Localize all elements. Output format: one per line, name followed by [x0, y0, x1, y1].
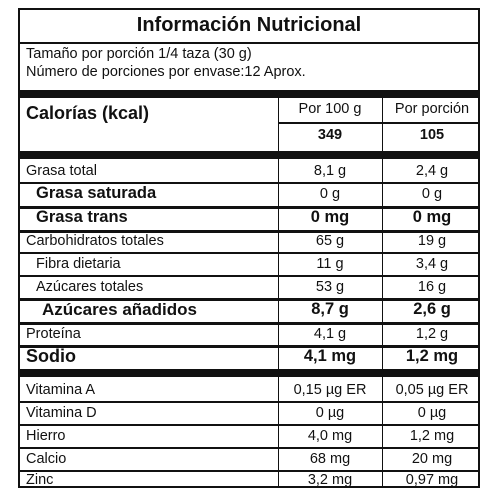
nutrient-value-per-serving: 19 g: [417, 233, 447, 249]
micronutrient-value-per-100g: 3,2 mg: [307, 472, 353, 488]
row-divider: [20, 345, 478, 348]
nutrient-value-per-serving: 2,4 g: [415, 163, 449, 179]
micronutrient-value-per-serving: 0 µg: [417, 405, 447, 421]
nutrient-value-per-serving: 3,4 g: [415, 256, 449, 272]
micronutrient-label-calcium: Calcio: [26, 451, 67, 467]
calories-per-serving: 105: [419, 127, 445, 143]
micronutrient-label-iron: Hierro: [26, 428, 66, 444]
micronutrient-value-per-100g: 68 mg: [309, 451, 351, 467]
nutrient-label-protein: Proteína: [26, 326, 81, 342]
micronutrient-value-per-serving: 0,05 µg ER: [395, 382, 469, 398]
nutrient-label-saturated-fat: Grasa saturada: [36, 184, 157, 202]
col-header-per-serving: Por porción: [394, 101, 470, 117]
row-divider: [20, 298, 478, 301]
micronutrient-label-vitamin-a: Vitamina A: [26, 382, 96, 398]
nutrient-value-per-serving: 2,6 g: [413, 300, 451, 318]
nutrient-value-per-serving: 1,2 g: [415, 326, 449, 342]
nutrient-value-per-serving: 0 g: [421, 186, 443, 202]
thick-divider: [20, 369, 478, 377]
divider: [20, 42, 478, 44]
micronutrient-value-per-serving: 1,2 mg: [409, 428, 455, 444]
micronutrient-value-per-100g: 0,15 µg ER: [293, 382, 367, 398]
nutrient-label-trans-fat: Grasa trans: [36, 208, 128, 226]
divider: [278, 122, 480, 124]
micronutrient-label-zinc: Zinc: [26, 472, 54, 488]
nutrient-value-per-100g: 8,7 g: [311, 300, 349, 318]
calories-label: Calorías (kcal): [26, 103, 150, 123]
micronutrient-value-per-100g: 0 µg: [315, 405, 345, 421]
micronutrient-label-vitamin-d: Vitamina D: [26, 405, 97, 421]
nutrient-value-per-serving: 16 g: [417, 279, 447, 295]
nutrient-label-total-fat: Grasa total: [26, 163, 97, 179]
label-title: Información Nutricional: [136, 14, 362, 36]
row-divider: [20, 275, 478, 277]
thick-divider: [20, 90, 478, 98]
micronutrient-value-per-serving: 20 mg: [411, 451, 453, 467]
nutrient-value-per-100g: 8,1 g: [313, 163, 347, 179]
row-divider: [20, 182, 478, 184]
serving-size: Tamaño por porción 1/4 taza (30 g): [26, 46, 252, 62]
col-header-per-100g: Por 100 g: [298, 101, 362, 117]
row-divider: [20, 206, 478, 209]
nutrient-label-fiber: Fibra dietaria: [36, 256, 121, 272]
nutrient-value-per-serving: 1,2 mg: [405, 347, 459, 365]
row-divider: [20, 401, 478, 403]
row-divider: [20, 252, 478, 254]
nutrition-facts-label: Información Nutricional Tamaño por porci…: [18, 8, 480, 488]
row-divider: [20, 447, 478, 449]
nutrient-value-per-100g: 0 mg: [310, 208, 350, 226]
row-divider: [20, 230, 478, 233]
nutrient-value-per-100g: 4,1 mg: [303, 347, 357, 365]
nutrient-value-per-100g: 53 g: [315, 279, 345, 295]
nutrient-label-sodium: Sodio: [26, 346, 76, 366]
row-divider: [20, 322, 478, 325]
row-divider: [20, 424, 478, 426]
row-divider: [20, 470, 478, 472]
nutrient-label-added-sugars: Azúcares añadidos: [42, 300, 197, 319]
nutrient-value-per-100g: 0 g: [319, 186, 341, 202]
column-divider: [382, 98, 383, 486]
micronutrient-value-per-100g: 4,0 mg: [307, 428, 353, 444]
micronutrient-value-per-serving: 0,97 mg: [405, 472, 459, 488]
nutrient-value-per-100g: 65 g: [315, 233, 345, 249]
nutrient-label-carbohydrates: Carbohidratos totales: [26, 233, 164, 249]
calories-per-100g: 349: [317, 127, 343, 143]
thick-divider: [20, 151, 478, 159]
nutrient-label-total-sugars: Azúcares totales: [36, 279, 144, 295]
nutrient-value-per-100g: 11 g: [316, 256, 344, 272]
servings-per-container: Número de porciones por envase:12 Aprox.: [26, 64, 306, 80]
nutrient-value-per-serving: 0 mg: [412, 208, 452, 226]
column-divider: [278, 98, 279, 486]
nutrient-value-per-100g: 4,1 g: [313, 326, 347, 342]
